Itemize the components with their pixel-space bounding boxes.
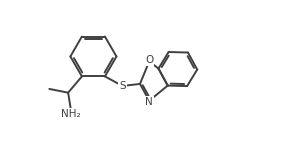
Text: NH₂: NH₂ — [61, 109, 80, 119]
Text: O: O — [145, 55, 153, 65]
Text: N: N — [145, 97, 153, 107]
Text: S: S — [119, 81, 126, 91]
